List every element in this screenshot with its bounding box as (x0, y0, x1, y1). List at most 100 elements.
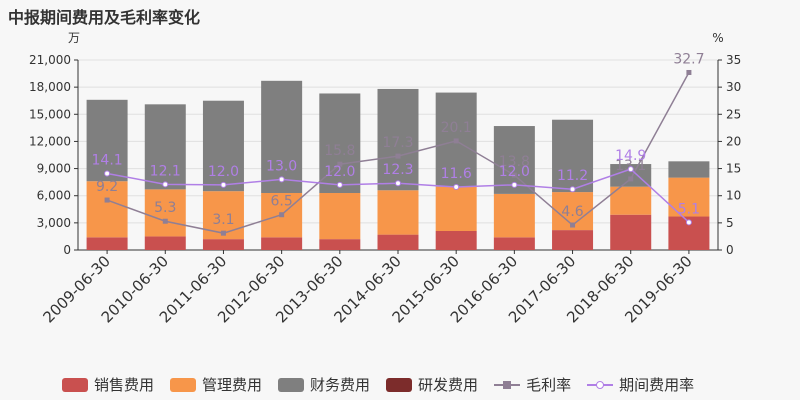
period-expense-rate-point (162, 181, 169, 188)
legend-line-swatch (494, 378, 521, 392)
period-expense-rate-point (278, 176, 285, 183)
gross-margin-point (220, 230, 226, 236)
bar-sales (319, 239, 361, 250)
legend-label: 毛利率 (526, 376, 572, 394)
gross-margin-point (162, 218, 168, 224)
period-expense-rate-data-label: 12.3 (382, 162, 413, 178)
gross-margin-point (279, 212, 285, 218)
gross-margin-data-label: 20.1 (441, 120, 472, 136)
bar-finance (377, 88, 419, 191)
gross-margin-data-label: 4.6 (561, 204, 583, 220)
period-expense-rate-point (685, 219, 692, 226)
bar-admin (435, 186, 477, 231)
period-expense-rate-data-label: 13.0 (266, 158, 297, 174)
right-axis-tick-label: 15 (726, 162, 741, 176)
gross-margin-point (628, 176, 634, 182)
gross-margin-data-label: 15.8 (324, 143, 355, 159)
bar-sales (610, 214, 652, 250)
legend-item[interactable]: 财务费用 (278, 374, 370, 395)
gross-margin-point (337, 161, 343, 167)
period-expense-rate-data-label: 11.2 (557, 168, 588, 184)
period-expense-rate-point (336, 181, 343, 188)
gross-margin-data-label: 13.8 (499, 154, 530, 170)
legend-label: 期间费用率 (619, 376, 695, 394)
gross-margin-data-label: 17.3 (382, 135, 413, 151)
period-expense-rate-point (104, 170, 111, 177)
gross-margin-data-label: 13.1 (615, 158, 646, 174)
bar-sales (261, 237, 303, 250)
period-expense-rate-data-label: 12.0 (208, 164, 239, 180)
gross-margin-point (453, 138, 459, 144)
period-expense-rate-data-label: 11.6 (441, 166, 472, 182)
legend-swatch (170, 377, 197, 392)
left-axis-tick-label: 3,000 (37, 216, 71, 230)
bar-finance (552, 119, 594, 193)
period-expense-rate-data-label: 14.1 (92, 152, 123, 168)
bar-sales (202, 239, 244, 250)
legend-item[interactable]: 毛利率 (494, 374, 571, 395)
period-expense-rate-data-label: 12.1 (150, 163, 181, 179)
bar-admin (377, 190, 419, 235)
gross-margin-data-label: 5.3 (154, 200, 176, 216)
left-axis-tick-label: 6,000 (37, 189, 71, 203)
bar-sales (435, 231, 477, 250)
right-axis-tick-label: 35 (726, 53, 741, 67)
bar-sales (493, 237, 535, 250)
gross-margin-data-label: 9.2 (96, 179, 118, 195)
bar-finance (86, 99, 128, 182)
left-axis-unit: 万 (68, 31, 80, 45)
bar-admin (610, 186, 652, 215)
left-axis-tick-label: 21,000 (29, 53, 71, 67)
legend-swatch (386, 377, 413, 392)
legend-swatch (62, 377, 88, 392)
legend-label: 财务费用 (310, 376, 371, 394)
gross-margin-point (686, 69, 692, 75)
legend-line-swatch (587, 378, 614, 392)
legend-item[interactable]: 销售费用 (62, 374, 154, 395)
legend-item[interactable]: 研发费用 (386, 374, 478, 395)
legend-item[interactable]: 期间费用率 (587, 374, 694, 395)
left-axis-tick-label: 9,000 (37, 162, 71, 176)
bar-finance (202, 100, 244, 192)
legend-label: 管理费用 (202, 376, 263, 394)
gross-margin-point (511, 172, 517, 178)
left-axis-tick-label: 15,000 (29, 107, 71, 121)
bar-sales (86, 237, 128, 250)
gross-margin-data-label: 32.7 (673, 51, 704, 67)
period-expense-rate-point (220, 181, 227, 188)
right-axis-tick-label: 0 (726, 243, 734, 257)
right-axis-tick-label: 25 (726, 107, 741, 121)
legend-label: 销售费用 (94, 376, 155, 394)
bar-sales (377, 234, 419, 250)
bar-finance (610, 164, 652, 187)
bar-sales (552, 230, 594, 250)
legend-swatch (278, 377, 305, 392)
left-axis-tick-label: 12,000 (29, 134, 71, 148)
period-expense-rate-data-label: 5.1 (678, 201, 700, 217)
period-expense-rate-point (395, 180, 401, 187)
gross-margin-point (570, 222, 576, 228)
bar-finance (144, 104, 186, 190)
period-expense-rate-data-label: 12.0 (324, 164, 355, 180)
bar-admin (144, 189, 186, 237)
right-axis-tick-label: 5 (726, 216, 734, 230)
bar-admin (86, 181, 128, 238)
legend-item[interactable]: 管理费用 (170, 374, 262, 395)
bar-admin (319, 193, 361, 240)
period-expense-rate-data-label: 14.9 (615, 148, 646, 164)
gross-margin-data-label: 3.1 (212, 212, 234, 228)
chart-title: 中报期间费用及毛利率变化 (8, 8, 201, 27)
right-axis-tick-label: 20 (726, 134, 741, 148)
bar-finance (668, 161, 710, 178)
gross-margin-point (395, 153, 401, 159)
left-axis-tick-label: 18,000 (29, 80, 71, 94)
bar-admin (493, 193, 535, 238)
period-expense-rate-point (453, 184, 460, 191)
left-axis-tick-label: 0 (63, 243, 71, 257)
right-axis-unit: % (712, 31, 723, 45)
bar-finance (261, 80, 303, 193)
gross-margin-point (104, 197, 110, 203)
right-axis-tick-label: 10 (726, 189, 741, 203)
gross-margin-data-label: 6.5 (271, 194, 293, 210)
